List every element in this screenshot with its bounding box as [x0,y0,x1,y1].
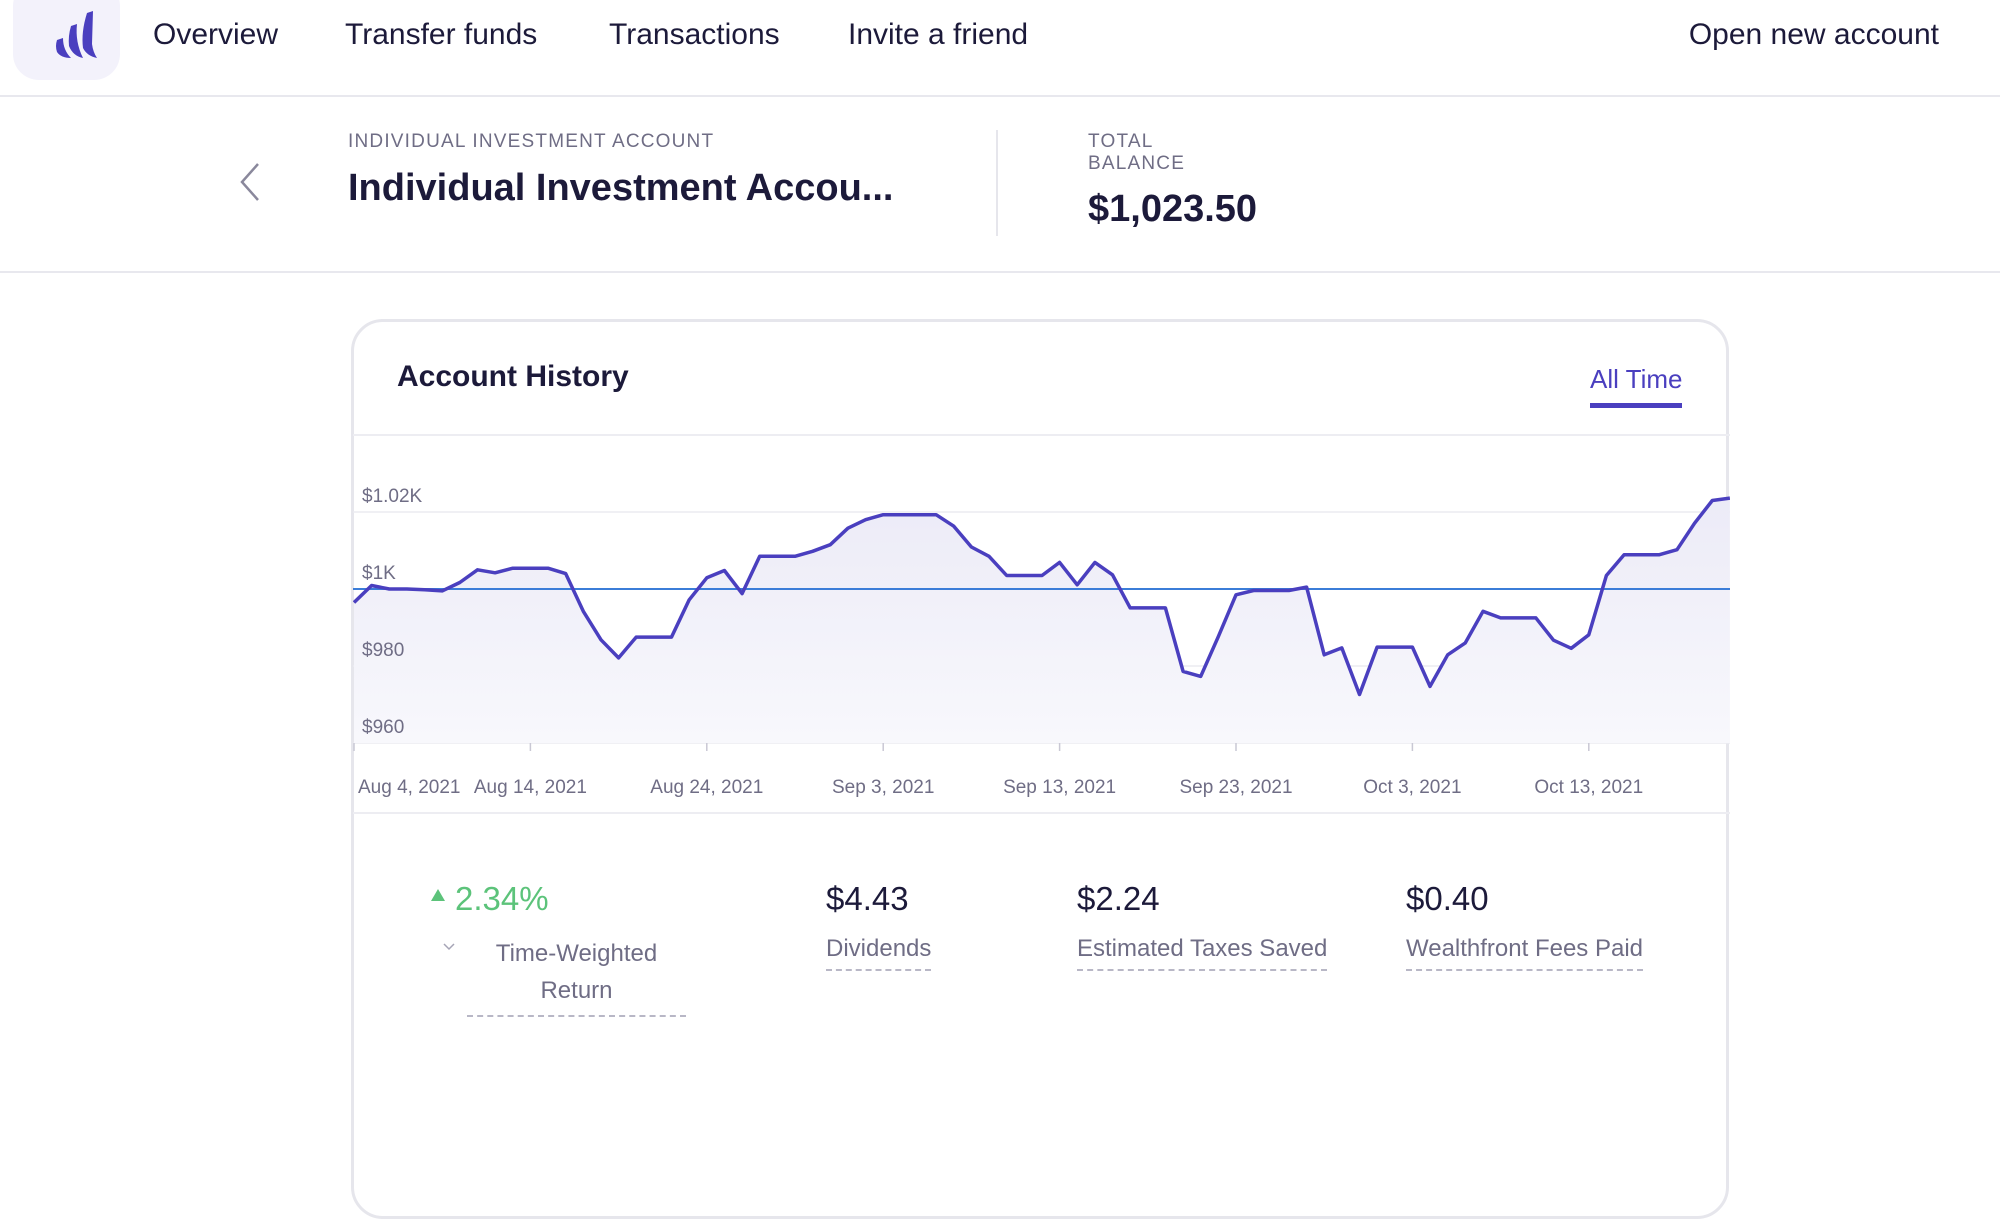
x-tick-label: Sep 23, 2021 [1179,777,1292,798]
account-header [0,97,2000,273]
taxes-saved-label[interactable]: Estimated Taxes Saved [1077,935,1328,971]
x-tick-label: Aug 14, 2021 [474,777,587,798]
twr-label[interactable]: Time-Weighted Return [467,935,686,1017]
total-balance-label-2: BALANCE [1088,153,1186,174]
back-button[interactable] [236,160,264,204]
chevron-left-icon [240,163,259,201]
x-tick-label: Oct 3, 2021 [1363,777,1461,798]
y-tick-label: $980 [362,640,404,661]
logo-icon [56,11,97,58]
dividends-value: $4.43 [826,880,909,917]
account-type-label: INDIVIDUAL INVESTMENT ACCOUNT [348,131,715,152]
y-tick-label: $960 [362,717,404,738]
range-all-time-tab[interactable]: All Time [1590,364,1683,408]
total-balance-value: $1,023.50 [1088,188,1258,230]
top-nav: Overview Transfer funds Transactions Inv… [0,0,2000,97]
header-divider [996,130,998,236]
chart-area-fill [354,498,1730,743]
nav-transactions[interactable]: Transactions [609,18,780,51]
account-history-title: Account History [397,360,629,393]
nav-transfer-funds[interactable]: Transfer funds [345,18,538,51]
x-tick-label: Aug 4, 2021 [358,777,460,798]
taxes-saved-value: $2.24 [1077,880,1160,917]
wealthfront-logo[interactable] [13,0,120,80]
open-new-account-link[interactable]: Open new account [1688,18,1939,51]
fees-paid-label[interactable]: Wealthfront Fees Paid [1406,935,1644,971]
x-tick-label: Sep 3, 2021 [832,777,934,798]
x-tick-label: Aug 24, 2021 [650,777,763,798]
y-tick-label: $1.02K [362,486,423,507]
x-tick-label: Oct 13, 2021 [1534,777,1643,798]
y-tick-label: $1K [362,563,396,584]
twr-expand-button[interactable] [441,940,457,958]
account-name: Individual Investment Accou... [348,167,894,209]
total-balance-label-1: TOTAL [1088,131,1154,152]
account-history-chart[interactable]: $960 $980 $1K $1.02K Aug 4, 2021 Aug 14, 202… [353,434,1730,815]
nav-overview[interactable]: Overview [153,18,279,51]
chevron-down-icon [443,943,455,951]
chart-balance-line [353,496,1730,697]
triangle-up-icon [431,889,445,901]
fees-paid-value: $0.40 [1406,880,1489,917]
twr-label-line-2: Return [540,977,613,1004]
twr-value: 2.34% [455,880,549,917]
nav-invite-friend[interactable]: Invite a friend [848,18,1029,51]
x-tick-label: Sep 13, 2021 [1003,777,1116,798]
dividends-label[interactable]: Dividends [826,935,932,971]
twr-label-line-1: Time-Weighted [495,940,658,967]
